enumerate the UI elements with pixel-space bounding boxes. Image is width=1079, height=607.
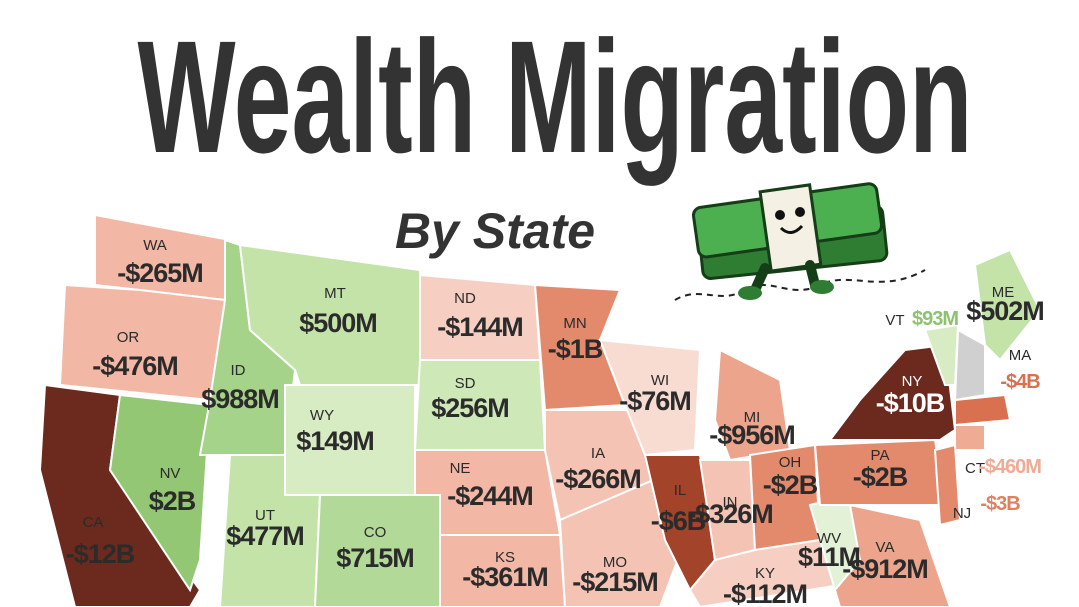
state-value: $149M [296,426,374,456]
state-abbr: IL [674,482,687,499]
eye [775,210,785,220]
state-value: -$265M [117,258,203,288]
state-value: $988M [201,384,279,414]
state-abbr: MI [744,409,761,426]
state-value: -$10B [876,388,945,418]
state-abbr: NJ [953,505,971,522]
state-value: -$476M [92,351,178,381]
state [58,283,227,402]
band [758,183,823,273]
state-value: -$76M [619,386,691,416]
state [973,248,1042,362]
state-abbr: PA [871,447,890,464]
state-value: -$912M [842,554,928,584]
state-abbr: IN [723,494,738,511]
state-abbr: WV [817,530,841,547]
smile [779,224,804,234]
state-abbr: VA [876,539,895,556]
state-abbr: CT [965,460,985,477]
state-abbr: KS [495,549,515,566]
state-abbr: MN [563,315,586,332]
state-abbr: SD [455,375,476,392]
state-abbr: MO [603,554,627,571]
state-value: -$2B [763,470,818,500]
state-abbr: UT [255,507,275,524]
state-abbr: OR [117,329,140,346]
state [313,494,441,607]
state [954,424,986,451]
state-value: $477M [226,521,304,551]
state-value: -$6B [651,506,706,536]
state-value: -$244M [447,481,533,511]
state-value: $715M [336,543,414,573]
subtitle: By State [395,203,595,259]
state-abbr: WI [651,372,669,389]
state-value: -$266M [555,464,641,494]
state-abbr: MT [324,285,346,302]
state-abbr: MA [1009,347,1032,364]
state-abbr: ME [992,284,1015,301]
state-abbr: IA [591,445,605,462]
state-abbr: NY [902,373,923,390]
state-abbr: WA [143,237,167,254]
state [598,338,702,457]
foot [810,280,834,294]
state-abbr: CO [364,524,387,541]
state-abbr: WY [310,407,334,424]
state-value: $11M [798,542,860,572]
state-abbr: ID [231,362,246,379]
state-value: $256M [431,393,509,423]
state-abbr: CA [83,514,104,531]
state-value: $502M [966,296,1044,326]
state-value: -$4B [1000,371,1040,393]
state [954,393,1012,427]
state-value: $93M [912,308,958,330]
state-value: -$3B [980,493,1020,515]
map [38,213,1042,607]
money-mascot [674,182,926,301]
title: Wealth Migration [138,7,973,186]
foot [738,286,762,300]
state-value: -$956M [709,420,795,450]
state-abbr: NV [160,465,181,482]
dash-trail [674,269,926,301]
state-value: $2B [149,486,196,516]
state-abbr: ND [454,290,476,307]
state-abbr: NE [450,460,471,477]
eye [795,207,805,217]
state-value: -$326M [687,499,773,529]
state-value: -$12B [66,539,135,569]
state [933,443,962,527]
unlabeled-state [953,328,986,402]
legs [750,260,820,295]
state-value: -$361M [462,562,548,592]
state-value: -$460M [979,456,1041,478]
state-value: -$144M [437,312,523,342]
state-abbr: KY [755,565,775,582]
state [558,473,687,607]
state-value: $500M [299,308,377,338]
state-value: -$2B [853,462,908,492]
state [108,393,212,593]
state [833,503,952,607]
state-value: -$215M [572,567,658,597]
state-value: -$1B [548,334,603,364]
state-abbr: OH [779,454,802,471]
state-value: -$112M [723,579,807,607]
state-abbr: VT [885,312,904,329]
state-labels: WA -$265M OR -$476M CA -$12B NV $2B ID $988M MT $50… [66,237,1045,607]
state [439,534,567,607]
